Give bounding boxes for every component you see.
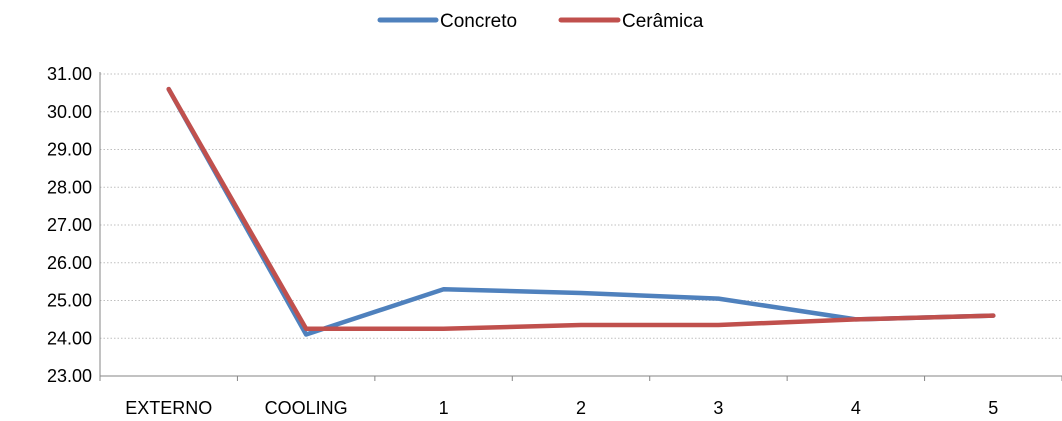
- y-tick-label: 26.00: [47, 253, 92, 273]
- x-tick-label: 5: [988, 398, 998, 418]
- y-tick-label: 29.00: [47, 140, 92, 160]
- x-tick-label: COOLING: [265, 398, 348, 418]
- legend-label: Cerâmica: [622, 11, 704, 32]
- x-tick-label: EXTERNO: [125, 398, 212, 418]
- x-tick-label: 4: [851, 398, 861, 418]
- series-lines: [166, 86, 996, 337]
- y-tick-label: 28.00: [47, 177, 92, 197]
- legend-label: Concreto: [440, 11, 517, 32]
- y-tick-label: 23.00: [47, 366, 92, 386]
- axes: [99, 72, 1062, 381]
- x-tick-label: 1: [439, 398, 449, 418]
- y-tick-label: 27.00: [47, 215, 92, 235]
- gridlines: [100, 73, 1062, 339]
- y-tick-label: 31.00: [47, 64, 92, 84]
- x-axis-ticks: EXTERNO COOLING 1 2 3 4 5: [125, 398, 998, 418]
- y-axis-ticks: 23.00 24.00 25.00 26.00 27.00 28.00 29.00 30.00…: [47, 64, 92, 386]
- series-line-0: [166, 86, 996, 337]
- x-tick-label: 3: [713, 398, 723, 418]
- x-tick-label: 2: [576, 398, 586, 418]
- y-tick-label: 25.00: [47, 291, 92, 311]
- y-tick-label: 30.00: [47, 102, 92, 122]
- series-line-1: [166, 86, 996, 332]
- legend: Concreto Cerâmica: [377, 11, 704, 32]
- y-tick-label: 24.00: [47, 328, 92, 348]
